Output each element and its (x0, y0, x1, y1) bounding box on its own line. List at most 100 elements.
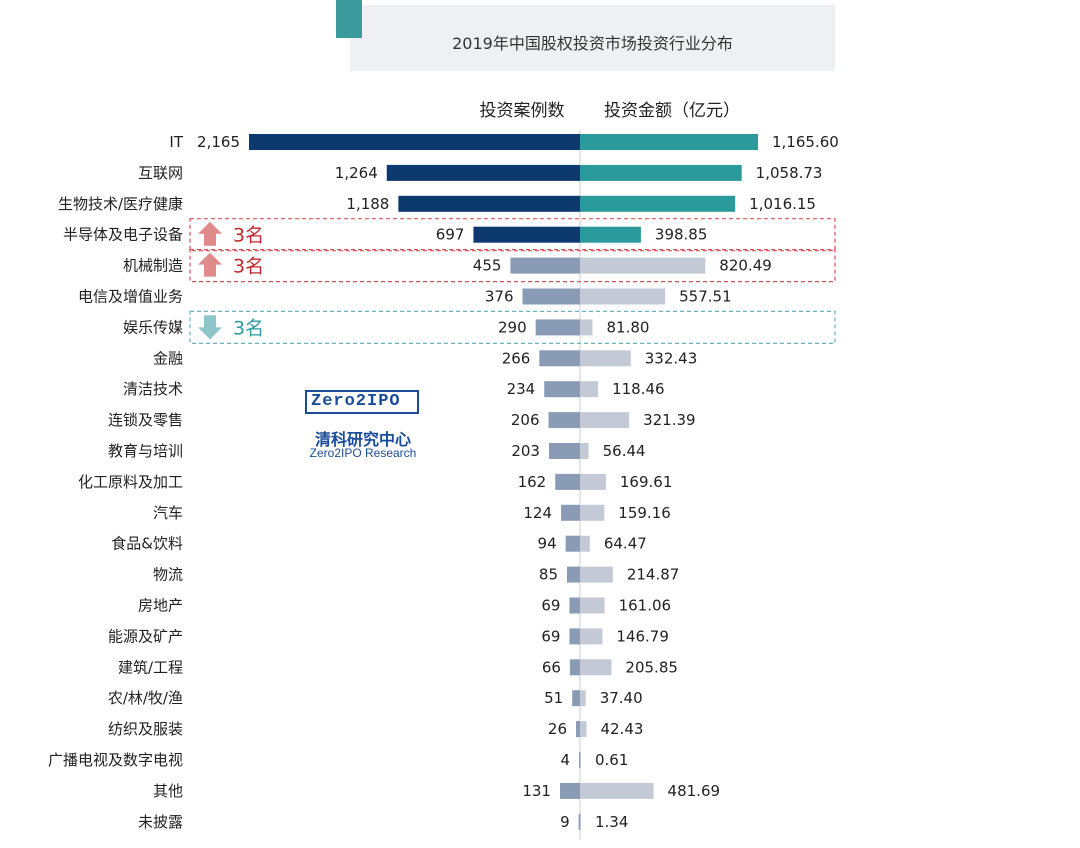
right-value-label: 42.43 (600, 720, 643, 738)
right-bar (580, 535, 590, 552)
left-value-label: 1,188 (346, 195, 389, 213)
right-value-label: 0.61 (595, 751, 628, 769)
category-label: 纺织及服装 (108, 720, 183, 738)
left-bar (567, 566, 580, 583)
right-value-label: 398.85 (655, 226, 708, 244)
right-value-label: 481.69 (668, 782, 721, 800)
category-label: 未披露 (138, 813, 183, 831)
left-bar (565, 535, 580, 552)
right-bar (580, 504, 605, 521)
right-value-label: 146.79 (616, 627, 669, 645)
rank-change-label: 3名 (233, 256, 264, 278)
rank-up-arrow-icon (198, 252, 222, 277)
right-bar (580, 195, 736, 212)
left-value-label: 162 (518, 473, 547, 491)
left-value-label: 69 (541, 597, 560, 615)
category-label: 互联网 (138, 164, 183, 182)
right-value-label: 118.46 (612, 380, 665, 398)
right-bar (580, 226, 641, 243)
right-bar (580, 164, 742, 181)
right-value-label: 159.16 (618, 504, 671, 522)
left-bar (510, 257, 580, 274)
right-bar (580, 473, 606, 490)
left-value-label: 234 (507, 380, 536, 398)
left-bar (544, 381, 580, 398)
right-value-label: 820.49 (719, 257, 772, 275)
left-bar (386, 164, 580, 181)
left-value-label: 66 (542, 658, 561, 676)
right-value-label: 161.06 (619, 597, 672, 615)
left-bar (569, 597, 580, 614)
left-bar (561, 504, 580, 521)
left-value-label: 51 (544, 689, 563, 707)
left-bar (555, 473, 580, 490)
right-bar (580, 597, 605, 614)
left-value-label: 455 (473, 257, 502, 275)
right-bar (580, 412, 630, 429)
category-label: 农/林/牧/渔 (108, 689, 183, 707)
right-bar (580, 381, 599, 398)
left-bar (569, 628, 580, 645)
left-bar (398, 195, 580, 212)
right-bar (580, 319, 593, 336)
left-value-label: 9 (560, 813, 570, 831)
category-label: 电信及增值业务 (78, 288, 183, 306)
left-value-label: 26 (548, 720, 567, 738)
left-value-label: 4 (560, 751, 570, 769)
right-bar (580, 288, 666, 305)
category-label: 建筑/工程 (118, 658, 183, 676)
zero2ipo-logo: Zero2IPO 清科研究中心 Zero2IPO Research (303, 388, 421, 463)
category-label: 化工原料及加工 (78, 473, 183, 491)
highlight-box-1 (189, 249, 836, 283)
category-label: 广播电视及数字电视 (48, 751, 183, 769)
category-label: 生物技术/医疗健康 (58, 195, 183, 213)
left-bar (569, 659, 580, 676)
right-series-header: 投资金额（亿元） (604, 101, 740, 121)
left-bar (548, 443, 580, 459)
right-value-label: 169.61 (620, 473, 673, 491)
right-value-label: 205.85 (625, 658, 678, 676)
right-value-label: 332.43 (645, 349, 698, 367)
left-bar (249, 134, 580, 150)
chart-title: 2019年中国股权投资市场投资行业分布 (452, 34, 733, 53)
right-value-label: 56.44 (603, 442, 646, 460)
category-label: 能源及矿产 (108, 627, 183, 645)
highlight-box-2 (189, 310, 836, 344)
rank-up-arrow-icon (198, 221, 222, 246)
right-value-label: 557.51 (679, 288, 732, 306)
left-series-header: 投资案例数 (480, 101, 565, 121)
category-label: 物流 (153, 566, 183, 584)
logo-name-en: Zero2IPO Research (309, 446, 417, 460)
logo-name-cn: 清科研究中心 (314, 430, 411, 449)
left-value-label: 69 (541, 627, 560, 645)
title-background (350, 5, 835, 71)
left-value-label: 131 (522, 782, 551, 800)
category-label: 娱乐传媒 (123, 318, 183, 336)
right-value-label: 1,165.60 (772, 133, 839, 151)
category-label: 汽车 (153, 504, 183, 522)
left-value-label: 376 (485, 288, 514, 306)
right-value-label: 1.34 (595, 813, 628, 831)
right-bar (580, 566, 613, 583)
left-value-label: 266 (502, 349, 531, 367)
right-bar (580, 752, 581, 768)
left-value-label: 697 (436, 226, 465, 244)
category-label: 食品&饮料 (111, 535, 183, 553)
category-label: 半导体及电子设备 (63, 226, 183, 244)
category-label: 连锁及零售 (108, 411, 183, 429)
left-value-label: 2,165 (197, 133, 240, 151)
left-value-label: 124 (523, 504, 552, 522)
left-bar (539, 350, 580, 367)
category-label: 清洁技术 (123, 380, 183, 398)
left-value-label: 94 (538, 535, 557, 553)
left-value-label: 290 (498, 318, 527, 336)
rank-down-arrow-icon (198, 315, 222, 340)
highlight-box-0 (189, 218, 836, 252)
left-value-label: 203 (511, 442, 540, 460)
right-bar (580, 813, 581, 830)
left-value-label: 1,264 (335, 164, 378, 182)
left-bar (535, 319, 580, 336)
right-bar (580, 721, 587, 738)
right-bar (580, 443, 589, 459)
right-bar (580, 257, 706, 274)
